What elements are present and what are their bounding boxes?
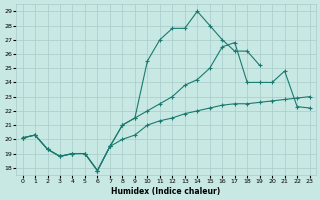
X-axis label: Humidex (Indice chaleur): Humidex (Indice chaleur): [111, 187, 221, 196]
